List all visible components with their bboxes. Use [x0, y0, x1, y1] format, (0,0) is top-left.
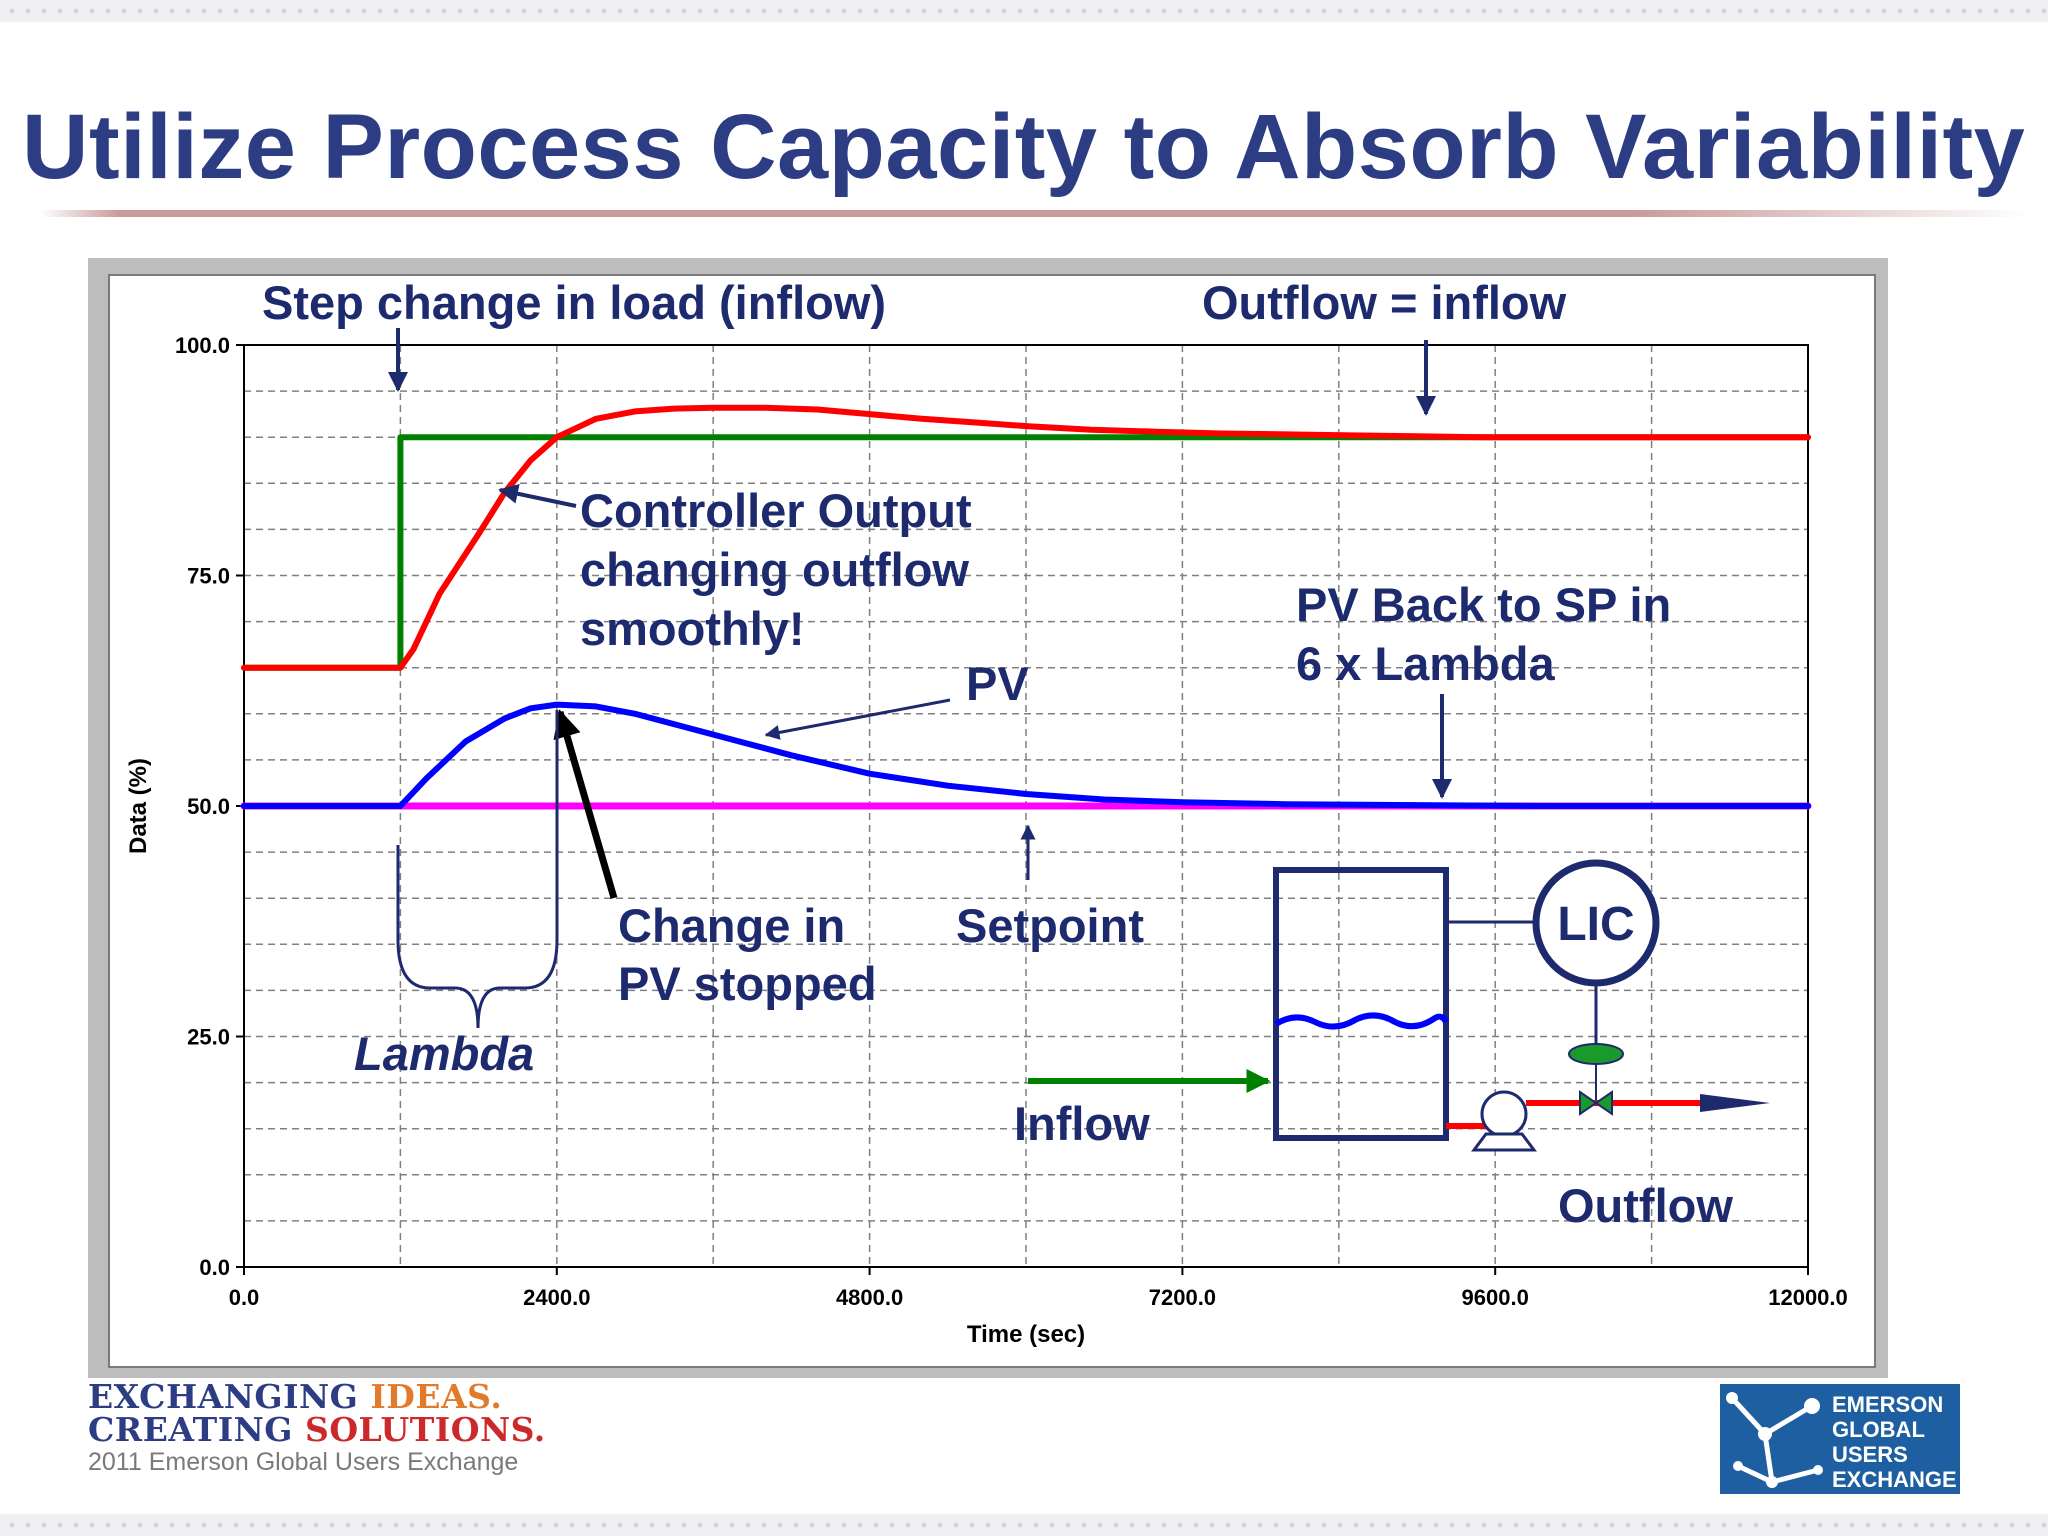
y-tick-label: 0.0 [199, 1255, 230, 1280]
brand-text: EMERSON GLOBAL USERS EXCHANGE [1832, 1392, 1957, 1492]
title-rule [40, 210, 2030, 217]
footer-slogan-logo: EXCHANGING IDEAS. CREATING SOLUTIONS. 20… [88, 1380, 546, 1477]
controller-output-label-1: Controller Output [580, 484, 972, 537]
slide-title: Utilize Process Capacity to Absorb Varia… [22, 96, 2026, 198]
change-in-pv-label-2: PV stopped [618, 957, 877, 1010]
brand-line-4: EXCHANGE [1832, 1467, 1957, 1492]
x-tick-label: 7200.0 [1149, 1285, 1216, 1310]
brand-line-2: GLOBAL [1832, 1417, 1925, 1442]
outflow-label: Outflow [1558, 1179, 1733, 1232]
pv-label: PV [966, 657, 1029, 710]
controller-output-label-2: changing outflow [580, 543, 969, 596]
x-tick-label: 9600.0 [1462, 1285, 1529, 1310]
y-tick-label: 50.0 [187, 794, 230, 819]
brand-line-3: USERS [1832, 1442, 1908, 1467]
network-icon [1726, 1392, 1823, 1488]
lic-label: LIC [1557, 898, 1634, 951]
x-tick-label: 4800.0 [836, 1285, 903, 1310]
outflow-arrowhead [1700, 1094, 1770, 1112]
setpoint-label: Setpoint [956, 899, 1144, 952]
bottom-dot-border [0, 1514, 2048, 1536]
controller-output-arrow [498, 483, 577, 508]
pv-arrow [764, 698, 951, 740]
pv-back-label-2: 6 x Lambda [1296, 637, 1555, 690]
x-tick-label: 2400.0 [523, 1285, 590, 1310]
x-tick-label: 0.0 [229, 1285, 260, 1310]
change-in-pv-arrow [553, 709, 618, 899]
y-axis-label: Data (%) [125, 758, 152, 854]
y-tick-label: 25.0 [187, 1025, 230, 1050]
y-tick-label: 100.0 [175, 333, 230, 358]
pump-base [1471, 1132, 1537, 1152]
pump [1480, 1090, 1528, 1138]
slogan-word-exchanging: EXCHANGING [88, 1377, 359, 1416]
top-dot-border [0, 0, 2048, 22]
brand-line-1: EMERSON [1832, 1392, 1944, 1417]
footer-subtitle: 2011 Emerson Global Users Exchange [88, 1448, 519, 1476]
x-axis-label: Time (sec) [967, 1321, 1085, 1348]
control-valve [1579, 1090, 1613, 1116]
tank-level-wave [1274, 1012, 1449, 1030]
outflow-equals-inflow-label: Outflow = inflow [1202, 276, 1567, 329]
pv-back-label-1: PV Back to SP in [1296, 578, 1671, 631]
tank [1273, 867, 1449, 1141]
emerson-brand-logo: EMERSON GLOBAL USERS EXCHANGE [1720, 1384, 1960, 1494]
pv-series-line [241, 701, 1811, 809]
x-tick-label: 12000.0 [1768, 1285, 1848, 1310]
slogan-word-solutions: SOLUTIONS. [304, 1410, 546, 1449]
lambda-label: Lambda [354, 1027, 534, 1080]
step-change-label: Step change in load (inflow) [262, 276, 886, 329]
annotation-graphics [388, 328, 1770, 1152]
lambda-brace [396, 710, 559, 1029]
slogan-word-creating: CREATING [88, 1410, 293, 1449]
valve-actuator [1568, 1043, 1624, 1065]
controller-output-label-3: smoothly! [580, 602, 805, 655]
y-tick-label: 75.0 [187, 564, 230, 589]
change-in-pv-label-1: Change in [618, 899, 845, 952]
tick-labels: 0.0 2400.0 4800.0 7200.0 9600.0 12000.0 0.0 25.… [175, 333, 1848, 1310]
inflow-label: Inflow [1014, 1097, 1150, 1150]
slogan-word-ideas: IDEAS. [370, 1377, 503, 1416]
